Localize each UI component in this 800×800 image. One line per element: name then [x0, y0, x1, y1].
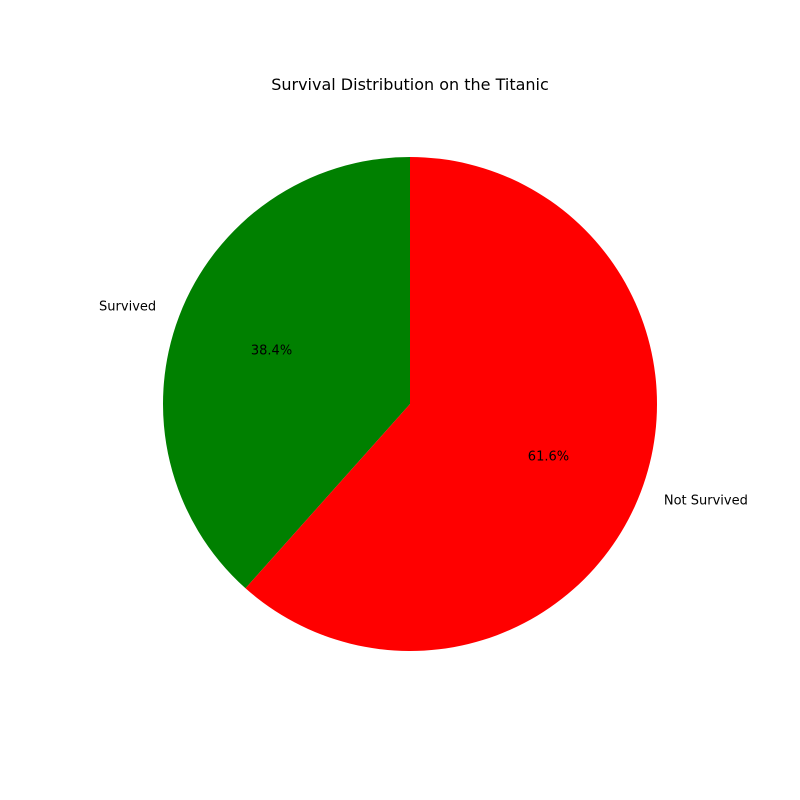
slice-label-survived: Survived [99, 300, 156, 315]
pie-slice-survived [163, 157, 410, 589]
pie-slices [163, 157, 658, 652]
pct-label-survived: 38.4% [251, 344, 292, 359]
slice-label-not-survived: Not Survived [664, 493, 748, 508]
pie-slice-not-survived [245, 157, 658, 652]
pct-label-not-survived: 61.6% [528, 449, 569, 464]
pie-labels: Survived 38.4% Not Survived 61.6% [99, 300, 748, 509]
chart-title: Survival Distribution on the Titanic [271, 75, 549, 94]
